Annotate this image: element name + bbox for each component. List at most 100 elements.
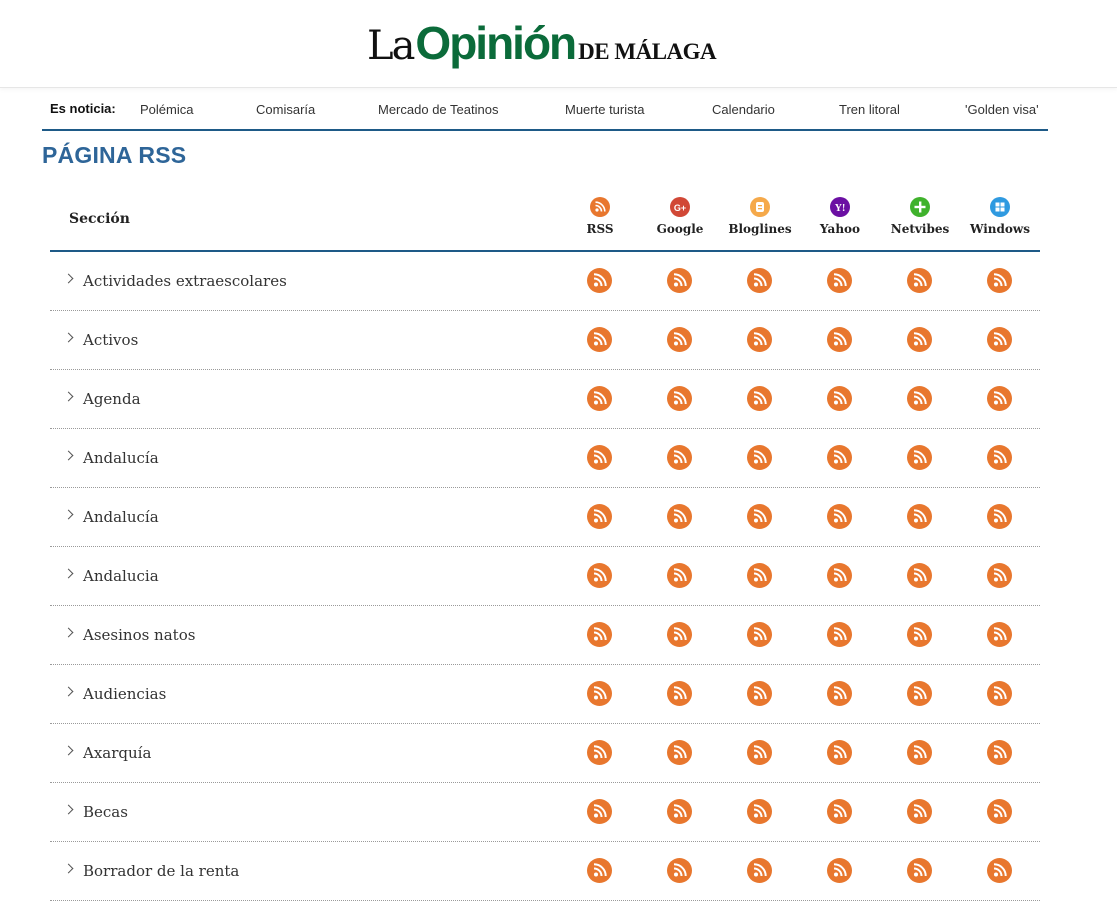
section-link[interactable]: Borrador de la renta [83,862,240,880]
feed-yahoo-icon[interactable] [827,799,852,824]
feed-google-icon[interactable] [667,740,692,765]
feed-yahoo-icon[interactable] [827,622,852,647]
feed-rss-icon[interactable] [587,799,612,824]
table-row: Becas [50,783,1040,842]
feed-bloglines-icon[interactable] [747,799,772,824]
trending-link-mercado-teatinos[interactable]: Mercado de Teatinos [378,102,499,117]
feed-yahoo-icon[interactable] [827,386,852,411]
feed-netvibes-icon[interactable] [907,268,932,293]
feed-netvibes-icon[interactable] [907,681,932,706]
feed-rss-icon[interactable] [587,327,612,352]
feed-yahoo-icon[interactable] [827,327,852,352]
section-link[interactable]: Asesinos natos [83,626,196,644]
feed-yahoo-icon[interactable] [827,740,852,765]
section-link[interactable]: Andalucia [83,567,159,585]
feed-netvibes-icon[interactable] [907,386,932,411]
feed-bloglines-icon[interactable] [747,858,772,883]
section-link[interactable]: Activos [83,331,139,349]
feed-netvibes-icon[interactable] [907,445,932,470]
trending-link-muerte-turista[interactable]: Muerte turista [565,102,645,117]
feed-bloglines-icon[interactable] [747,504,772,529]
feed-rss-icon[interactable] [587,858,612,883]
feed-netvibes-icon[interactable] [907,327,932,352]
section-link[interactable]: Axarquía [83,744,152,762]
feed-rss-icon[interactable] [587,504,612,529]
feed-yahoo-icon[interactable] [827,268,852,293]
trending-link-comisaria[interactable]: Comisaría [256,102,316,117]
table-row: Activos [50,311,1040,370]
feed-google-icon[interactable] [667,386,692,411]
feed-windows-icon[interactable] [987,622,1012,647]
feed-yahoo-icon[interactable] [827,504,852,529]
feed-bloglines-icon[interactable] [747,268,772,293]
feed-bloglines-icon[interactable] [747,622,772,647]
feed-bloglines-icon[interactable] [747,445,772,470]
feed-yahoo-icon[interactable] [827,563,852,588]
feed-rss-icon[interactable] [587,740,612,765]
feed-google-icon[interactable] [667,799,692,824]
trending-link-golden-visa[interactable]: 'Golden visa' [965,102,1039,117]
feed-windows-icon[interactable] [987,858,1012,883]
feed-netvibes-icon[interactable] [907,622,932,647]
feed-windows-icon[interactable] [987,445,1012,470]
feed-yahoo-icon[interactable] [827,445,852,470]
section-link[interactable]: Agenda [83,390,141,408]
feed-rss-icon[interactable] [587,268,612,293]
feed-google-icon[interactable] [667,681,692,706]
feed-bloglines-icon[interactable] [747,327,772,352]
section-link[interactable]: Audiencias [83,685,167,703]
feed-netvibes-icon[interactable] [907,504,932,529]
feed-yahoo-icon[interactable] [827,858,852,883]
feed-netvibes-icon[interactable] [907,563,932,588]
feed-google-icon[interactable] [667,327,692,352]
section-link[interactable]: Becas [83,803,128,821]
feed-bloglines-icon[interactable] [747,386,772,411]
site-header: La Opinión DE MÁLAGA [0,0,1117,88]
section-link[interactable]: Andalucía [83,449,159,467]
column-label-netvibes: Netvibes [890,222,950,236]
feed-rss-icon[interactable] [587,622,612,647]
chevron-right-icon [63,332,74,343]
feed-windows-icon[interactable] [987,799,1012,824]
feed-bloglines-icon[interactable] [747,681,772,706]
logo-opinion-text: Opinión [415,17,577,69]
feed-google-icon[interactable] [667,268,692,293]
chevron-right-icon [63,273,74,284]
feed-windows-icon[interactable] [987,327,1012,352]
table-row: Andalucia [50,547,1040,606]
feed-google-icon[interactable] [667,504,692,529]
feed-netvibes-icon[interactable] [907,740,932,765]
feed-netvibes-icon[interactable] [907,799,932,824]
trending-link-polemica[interactable]: Polémica [140,102,194,117]
feed-rss-icon[interactable] [587,563,612,588]
feed-windows-icon[interactable] [987,681,1012,706]
feed-google-icon[interactable] [667,563,692,588]
feed-rss-icon[interactable] [587,445,612,470]
feed-windows-icon[interactable] [987,563,1012,588]
feed-bloglines-icon[interactable] [747,563,772,588]
section-link[interactable]: Actividades extraescolares [83,272,287,290]
feed-google-icon[interactable] [667,622,692,647]
trending-link-tren-litoral[interactable]: Tren litoral [839,102,900,117]
feed-bloglines-icon[interactable] [747,740,772,765]
feed-rss-icon[interactable] [587,681,612,706]
feed-yahoo-icon[interactable] [827,681,852,706]
logo-la-text: La [367,23,415,69]
svg-text:Y!: Y! [835,203,846,214]
site-logo[interactable]: La Opinión DE MÁLAGA [367,16,717,72]
feed-google-icon[interactable] [667,858,692,883]
feed-netvibes-icon[interactable] [907,858,932,883]
column-header-yahoo: Y! Yahoo [800,197,880,236]
column-label-windows: Windows [969,222,1031,236]
feed-windows-icon[interactable] [987,268,1012,293]
trending-link-calendario[interactable]: Calendario [712,102,775,117]
section-link[interactable]: Andalucía [83,508,159,526]
feed-rss-icon[interactable] [587,386,612,411]
column-header-rss: RSS [560,197,640,236]
feed-google-icon[interactable] [667,445,692,470]
trending-bar: Es noticia: Polémica Comisaría Mercado d… [42,96,1048,131]
feed-windows-icon[interactable] [987,504,1012,529]
feed-windows-icon[interactable] [987,386,1012,411]
chevron-right-icon [63,627,74,638]
feed-windows-icon[interactable] [987,740,1012,765]
